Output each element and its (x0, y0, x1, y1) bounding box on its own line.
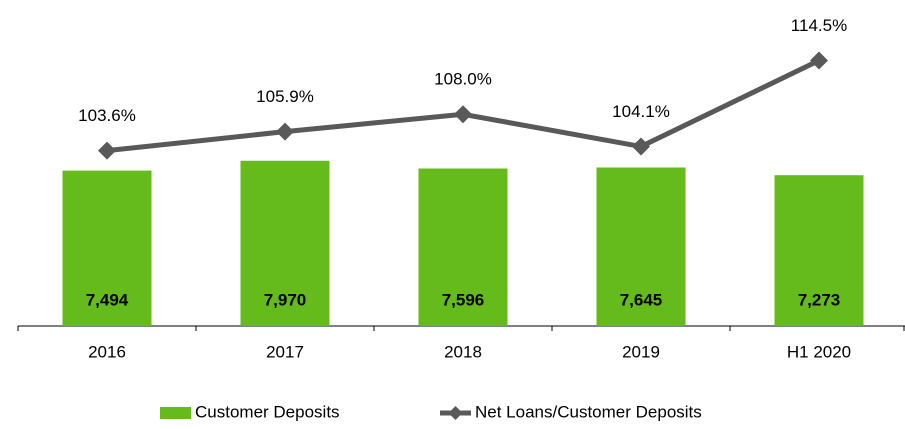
line-marker (98, 141, 116, 160)
x-tick-label: H1 2020 (787, 342, 851, 361)
line-value-label: 104.1% (612, 102, 670, 121)
bar (418, 168, 508, 326)
bar (596, 167, 686, 326)
line-marker (810, 51, 828, 70)
bar (62, 170, 152, 326)
bar-value-label: 7,596 (442, 290, 485, 309)
line-marker (276, 122, 294, 141)
x-tick-label: 2018 (444, 342, 482, 361)
x-tick-label: 2019 (622, 342, 660, 361)
line-value-label: 114.5% (791, 16, 847, 35)
bar-value-label: 7,970 (264, 290, 307, 309)
line-value-label: 108.0% (434, 70, 492, 89)
bar-value-label: 7,273 (798, 290, 841, 309)
bar (774, 175, 864, 326)
legend-label: Customer Deposits (195, 402, 340, 421)
line-marker (632, 137, 650, 156)
x-tick-label: 2017 (266, 342, 304, 361)
line-marker (454, 105, 472, 124)
line-value-label: 105.9% (256, 87, 314, 106)
legend-marker (448, 406, 463, 420)
legend-label: Net Loans/Customer Deposits (475, 402, 702, 421)
x-tick-label: 2016 (88, 342, 126, 361)
line-value-label: 103.6% (78, 106, 136, 125)
legend-swatch (160, 407, 191, 419)
bar-value-label: 7,645 (620, 290, 663, 309)
bar-value-label: 7,494 (86, 290, 129, 309)
bar (240, 160, 330, 326)
